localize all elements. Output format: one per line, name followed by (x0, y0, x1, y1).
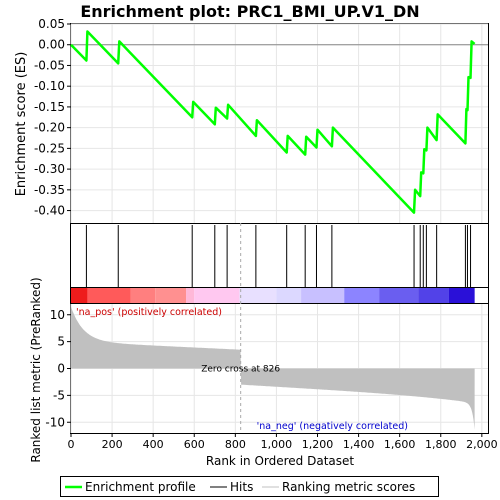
es-tick-label: -0.30 (34, 162, 65, 176)
es-ylabel: Enrichment score (ES) (14, 52, 29, 197)
color-bar-segment (239, 288, 277, 303)
metric-tick-label: -5 (53, 388, 65, 402)
x-axis-label: Rank in Ordered Dataset (206, 454, 354, 468)
es-tick-label: -0.10 (34, 79, 65, 93)
legend-box (60, 476, 439, 497)
negative-correlation-label: 'na_neg' (negatively correlated) (257, 421, 408, 432)
color-bar-segment (186, 288, 195, 303)
color-bar-segment (301, 288, 345, 303)
color-bar-segment (130, 288, 156, 303)
x-tick-label: 600 (184, 438, 205, 451)
es-tick-label: 0.00 (38, 38, 65, 52)
color-bar-segment (418, 288, 449, 303)
legend-enrichment-label: Enrichment profile (85, 480, 196, 494)
es-tick-label: -0.20 (34, 121, 65, 135)
x-tick-label: 1,200 (302, 438, 334, 451)
x-tick-label: 0 (68, 438, 75, 451)
legend-metric-label: Ranking metric scores (282, 480, 415, 494)
positive-correlation-label: 'na_pos' (positively correlated) (76, 307, 222, 318)
rank-color-bar (71, 288, 475, 303)
metric-tick-label: 0 (57, 362, 65, 376)
x-tick-label: 2,000 (466, 438, 498, 451)
legend-hits-label: Hits (230, 480, 253, 494)
color-bar-segment (448, 288, 475, 303)
es-tick-label: -0.15 (34, 100, 65, 114)
chart-title: Enrichment plot: PRC1_BMI_UP.V1_DN (80, 2, 419, 21)
x-tick-label: 1,800 (425, 438, 457, 451)
es-tick-label: -0.05 (34, 58, 65, 72)
es-tick-label: 0.05 (38, 17, 65, 31)
metric-tick-label: 5 (57, 335, 65, 349)
enrichment-profile-line (70, 30, 476, 214)
es-tick-label: -0.40 (34, 204, 65, 218)
x-tick-label: 800 (225, 438, 246, 451)
color-bar-segment (71, 288, 88, 303)
x-tick-label: 1,400 (343, 438, 375, 451)
x-tick-label: 200 (102, 438, 123, 451)
metric-tick-label: 10 (50, 308, 65, 322)
color-bar-segment (344, 288, 380, 303)
color-bar-segment (194, 288, 240, 303)
color-bar-segment (276, 288, 302, 303)
metric-y-ticks: 10 5 0 -5 -10 (45, 308, 71, 429)
x-tick-label: 1,000 (261, 438, 293, 451)
es-tick-label: -0.35 (34, 183, 65, 197)
es-tick-label: -0.25 (34, 141, 65, 155)
color-bar-segment (155, 288, 187, 303)
color-bar-segment (379, 288, 419, 303)
hits-group (85, 225, 472, 287)
ranking-metric-area (71, 306, 475, 430)
x-axis-ticks: 0 200 400 600 800 1,000 1,200 1,400 1,600 1,800 2,… (68, 433, 498, 451)
x-tick-label: 1,600 (384, 438, 416, 451)
es-y-ticks: 0.05 0.00 -0.05 -0.10 -0.15 -0.20 -0.25 -0.30 -0… (34, 17, 71, 218)
zero-cross-label: Zero cross at 826 (201, 365, 280, 375)
metric-tick-label: -10 (45, 415, 65, 429)
x-tick-label: 400 (143, 438, 164, 451)
metric-ylabel: Ranked list metric (PreRanked) (29, 277, 43, 462)
color-bar-segment (87, 288, 131, 303)
